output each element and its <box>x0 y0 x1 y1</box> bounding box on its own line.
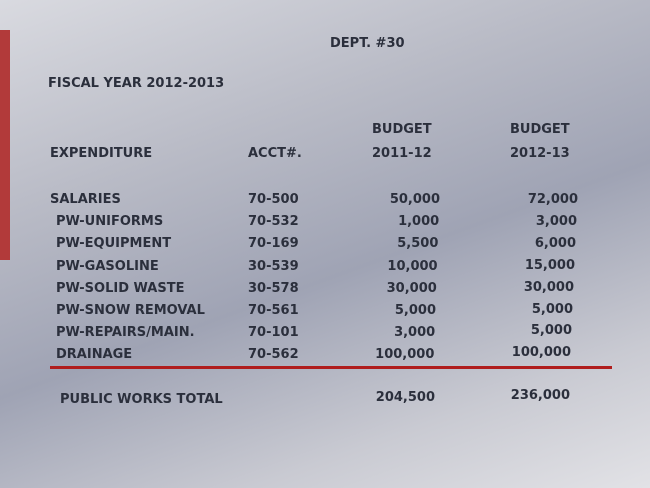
acct-number: 30-578 <box>248 280 299 296</box>
column-header: ACCT#. <box>248 146 302 161</box>
acct-number: 30-539 <box>248 258 299 274</box>
column-header: BUDGET <box>372 122 432 137</box>
expenditure-name: PW-SOLID WASTE <box>56 280 185 296</box>
expenditure-name: SALARIES <box>50 192 121 207</box>
acct-number: 70-562 <box>248 347 299 363</box>
column-header: EXPENDITURE <box>50 146 153 161</box>
acct-number: 70-500 <box>248 192 299 207</box>
budget-2012: 5,000 <box>531 301 573 317</box>
paper-edge <box>0 30 10 260</box>
budget-2011: 5,500 <box>397 236 439 252</box>
budget-2011: 3,000 <box>394 325 436 341</box>
budget-2011: 100,000 <box>375 347 435 363</box>
budget-2011: 10,000 <box>387 258 438 274</box>
budget-2011: 1,000 <box>398 214 440 230</box>
budget-2012: 30,000 <box>523 279 574 295</box>
budget-2012: 6,000 <box>534 235 576 251</box>
total-value: 236,000 <box>510 388 570 403</box>
budget-2011: 5,000 <box>394 303 436 318</box>
total-label: PUBLIC WORKS TOTAL <box>60 392 223 407</box>
column-header: 2012-13 <box>510 146 570 161</box>
budget-2012: 100,000 <box>511 345 571 361</box>
expenditure-name: PW-EQUIPMENT <box>56 236 172 252</box>
budget-2012: 5,000 <box>530 323 572 339</box>
expenditure-name: PW-UNIFORMS <box>56 214 164 230</box>
budget-2012: 72,000 <box>527 192 578 207</box>
budget-2011: 50,000 <box>389 192 440 207</box>
expenditure-name: PW-REPAIRS/MAIN. <box>56 325 195 341</box>
acct-number: 70-532 <box>248 214 299 230</box>
column-header: 2011-12 <box>372 146 432 161</box>
column-header: BUDGET <box>510 122 570 137</box>
acct-number: 70-101 <box>248 325 299 341</box>
expenditure-name: PW-GASOLINE <box>56 258 159 274</box>
dept: DEPT. #30 <box>330 36 405 51</box>
expenditure-name: PW-SNOW REMOVAL <box>56 303 205 318</box>
acct-number: 70-561 <box>248 303 299 318</box>
red-rule <box>50 366 612 369</box>
budget-2012: 15,000 <box>524 257 575 273</box>
expenditure-name: DRAINAGE <box>56 347 133 363</box>
fiscal-year: FISCAL YEAR 2012-2013 <box>48 76 225 91</box>
budget-2012: 3,000 <box>535 213 577 229</box>
total-value: 204,500 <box>375 390 435 405</box>
budget-2011: 30,000 <box>386 280 437 296</box>
acct-number: 70-169 <box>248 236 299 252</box>
